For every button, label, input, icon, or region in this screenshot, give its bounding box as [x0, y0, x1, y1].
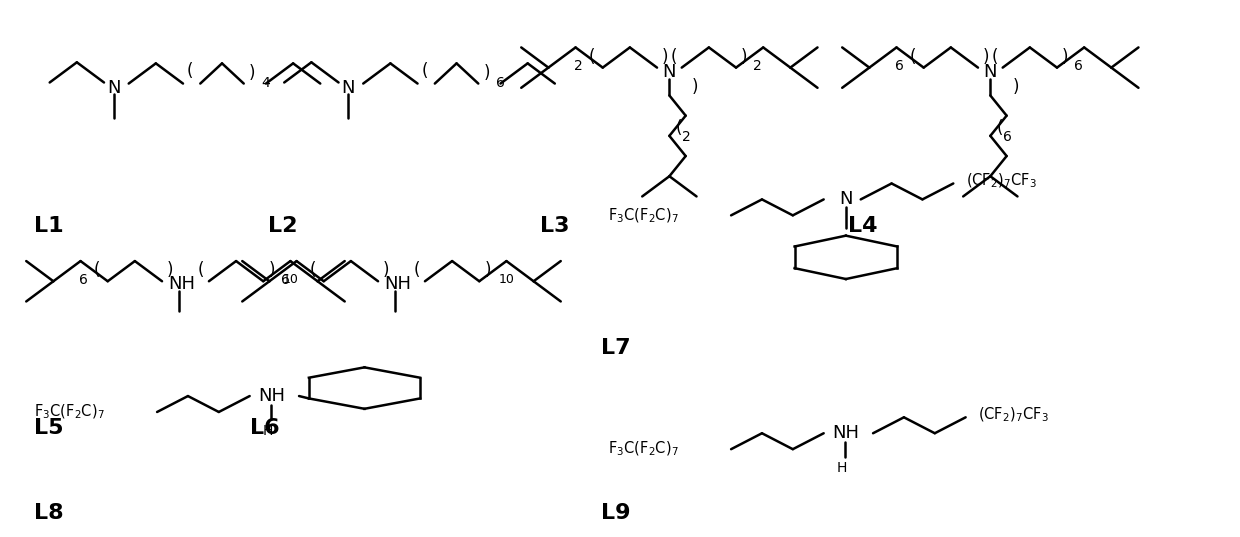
Text: 4: 4	[262, 76, 270, 90]
Text: L7: L7	[601, 338, 631, 358]
Text: NH: NH	[384, 275, 412, 293]
Text: L9: L9	[601, 503, 631, 523]
Text: (: (	[589, 47, 595, 66]
Text: ): )	[484, 261, 491, 279]
Text: (: (	[671, 47, 677, 66]
Text: ): )	[742, 47, 748, 66]
Text: ): )	[484, 64, 490, 83]
Text: $\mathrm{(CF_2)_7CF_3}$: $\mathrm{(CF_2)_7CF_3}$	[978, 405, 1049, 424]
Text: 6: 6	[496, 76, 505, 90]
Text: (: (	[94, 261, 100, 279]
Text: L1: L1	[33, 216, 63, 236]
Text: $\mathrm{(CF_2)_7CF_3}$: $\mathrm{(CF_2)_7CF_3}$	[966, 172, 1037, 190]
Text: ): )	[662, 47, 668, 66]
Text: N: N	[107, 79, 120, 97]
Text: $\mathrm{F_3C(F_2C)_7}$: $\mathrm{F_3C(F_2C)_7}$	[33, 403, 104, 421]
Text: NH: NH	[169, 275, 195, 293]
Text: L6: L6	[249, 418, 279, 438]
Text: N: N	[983, 63, 997, 81]
Text: $\mathrm{F_3C(F_2C)_7}$: $\mathrm{F_3C(F_2C)_7}$	[608, 440, 678, 459]
Text: 6: 6	[1074, 59, 1084, 73]
Text: ): )	[983, 47, 990, 66]
Text: 6: 6	[895, 59, 904, 73]
Text: (: (	[676, 119, 682, 137]
Text: ): )	[383, 261, 389, 279]
Text: ): )	[1013, 78, 1019, 96]
Text: L5: L5	[33, 418, 63, 438]
Text: (: (	[414, 261, 420, 279]
Text: (: (	[310, 261, 316, 279]
Text: L4: L4	[848, 216, 878, 236]
Text: N: N	[839, 191, 853, 208]
Text: (: (	[197, 261, 205, 279]
Text: (: (	[910, 47, 916, 66]
Text: H: H	[263, 424, 273, 438]
Text: $\mathrm{F_3C(F_2C)_7}$: $\mathrm{F_3C(F_2C)_7}$	[608, 206, 678, 224]
Text: 2: 2	[754, 59, 763, 73]
Text: H: H	[837, 461, 847, 475]
Text: (: (	[991, 47, 998, 66]
Text: NH: NH	[258, 387, 285, 405]
Text: L3: L3	[539, 216, 569, 236]
Text: L2: L2	[268, 216, 298, 236]
Text: (: (	[187, 62, 193, 81]
Text: 6: 6	[79, 273, 88, 287]
Text: ): )	[249, 64, 255, 83]
Text: L8: L8	[33, 503, 63, 523]
Text: 10: 10	[283, 273, 299, 286]
Text: 2: 2	[574, 59, 583, 73]
Text: N: N	[342, 79, 355, 97]
Text: ): )	[692, 78, 698, 96]
Text: NH: NH	[832, 424, 859, 442]
Text: N: N	[662, 63, 676, 81]
Text: ): )	[268, 261, 275, 279]
Text: 2: 2	[682, 130, 691, 144]
Text: (: (	[422, 62, 428, 81]
Text: 6: 6	[280, 273, 289, 287]
Text: ): )	[1061, 47, 1069, 66]
Text: ): )	[167, 261, 174, 279]
Text: 10: 10	[498, 273, 515, 286]
Text: 6: 6	[1003, 130, 1012, 144]
Text: (: (	[997, 119, 1003, 137]
